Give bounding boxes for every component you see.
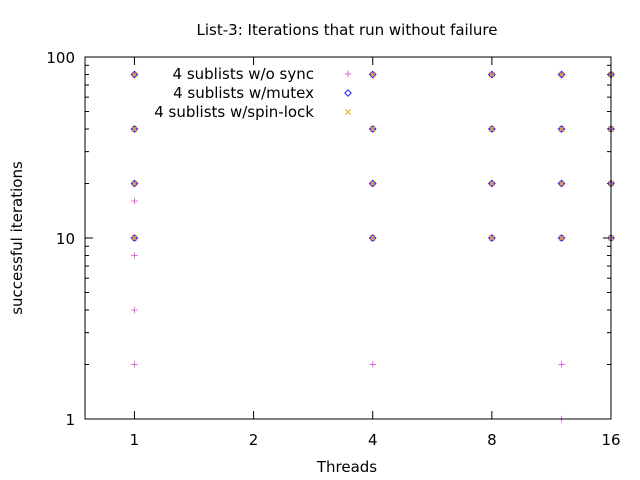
point-cross [558,126,565,132]
point-diamond [368,234,377,242]
y-tick-label: 100 [46,49,75,67]
axis-ticks: 1 2 4 8 16 1 10 100 [46,49,620,449]
point-diamond [368,179,377,188]
point-plus [131,306,138,314]
x-axis-label: Threads [316,458,377,476]
point-diamond [344,89,352,97]
point-diamond [557,125,566,133]
point-cross [558,71,565,78]
point-diamond [130,179,139,188]
point-diamond [557,179,566,188]
point-plus [131,252,138,259]
point-plus [131,361,138,368]
point-cross [369,71,376,78]
legend-label: 4 sublists w/spin-lock [154,103,314,121]
point-diamond [130,234,139,242]
chart-title: List-3: Iterations that run without fail… [197,21,498,39]
x-tick-label: 2 [249,431,259,449]
point-plus [558,361,565,368]
point-diamond [130,70,139,79]
point-cross [131,235,138,241]
point-plus [344,70,352,78]
point-cross [369,180,376,187]
x-tick-label: 4 [368,431,378,449]
x-tick-label: 8 [487,431,497,449]
point-diamond [557,234,566,242]
point-diamond [557,70,566,79]
point-cross [488,180,495,187]
y-axis-label: successful iterations [8,161,26,315]
point-diamond [487,125,496,133]
plot-frame [84,56,612,420]
x-tick-label: 16 [601,431,620,449]
legend-label: 4 sublists w/mutex [173,84,314,102]
point-diamond [487,179,496,188]
point-cross [488,126,495,132]
point-cross [131,126,138,132]
point-diamond [368,125,377,133]
data-points [130,70,615,423]
point-diamond [487,70,496,79]
point-diamond [368,70,377,79]
point-cross [488,71,495,78]
point-cross [558,235,565,241]
point-diamond [130,125,139,133]
point-cross [558,180,565,187]
point-cross [488,235,495,241]
point-diamond [487,234,496,242]
legend-label: 4 sublists w/o sync [173,65,314,83]
y-tick-label: 10 [56,230,75,248]
x-tick-label: 1 [130,431,140,449]
point-cross [131,71,138,78]
point-cross [369,126,376,132]
point-plus [369,361,376,368]
point-plus [131,197,138,205]
point-cross [345,109,351,115]
point-cross [369,235,376,241]
y-tick-label: 1 [65,411,75,429]
point-cross [131,180,138,187]
